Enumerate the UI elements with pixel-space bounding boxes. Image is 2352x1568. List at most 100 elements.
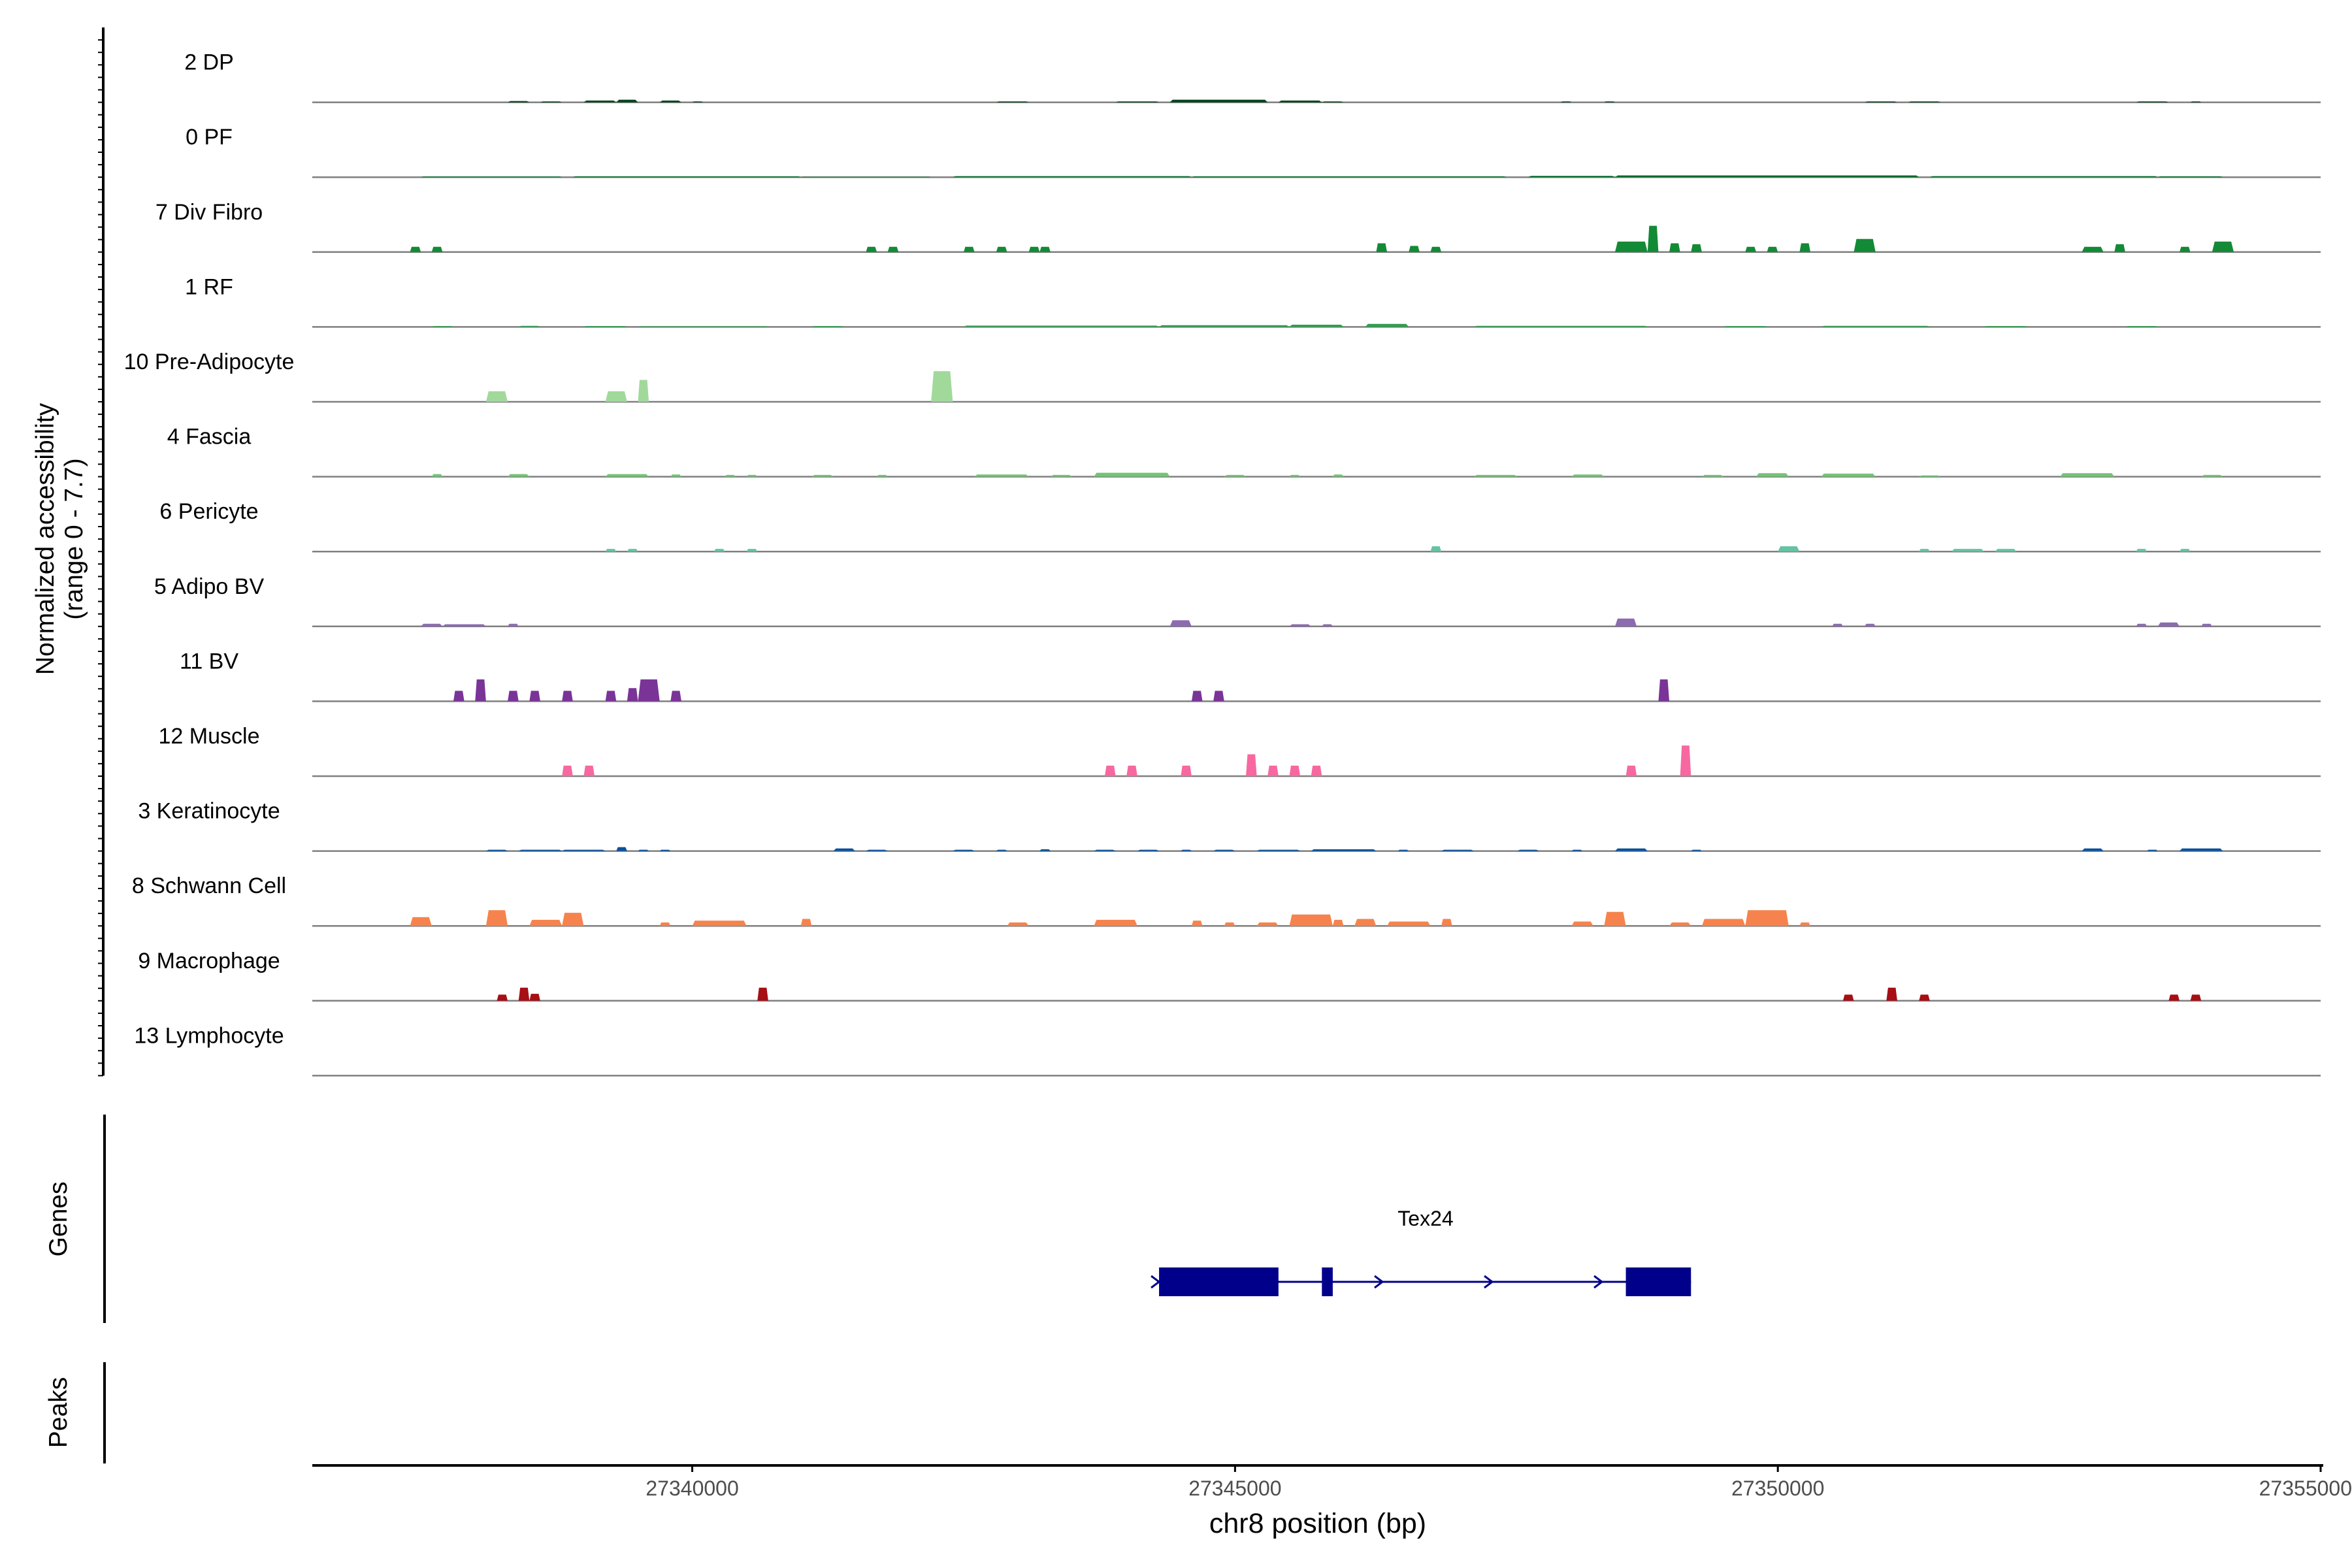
coverage-peak: [1387, 921, 1431, 926]
coverage-peak: [757, 987, 768, 1001]
track-label: 4 Fascia: [167, 425, 252, 449]
coverage-peak: [1169, 620, 1192, 627]
coverage-peak: [1984, 326, 2028, 327]
coverage-peak: [605, 549, 617, 552]
coverage-peak: [1995, 549, 2017, 552]
coverage-peak: [410, 917, 432, 926]
y-axis-label: Normalized accessibility (range 0 - 7.7): [31, 402, 88, 675]
strand-arrow-icon: [1151, 1275, 1161, 1289]
coverage-peak: [670, 691, 681, 702]
coverage-peak: [1191, 921, 1203, 926]
coverage-peak: [1224, 474, 1246, 477]
coverage-peak: [670, 474, 681, 477]
coverage-peak: [583, 100, 617, 103]
coverage-peak: [421, 623, 443, 627]
coverage-peak: [431, 246, 443, 252]
coverage-peak: [616, 847, 627, 851]
coverage-peak: [638, 380, 649, 402]
coverage-peak: [1289, 914, 1333, 926]
coverage-peak: [1365, 323, 1409, 327]
coverage-peak: [1256, 922, 1279, 926]
coverage-peak: [1007, 922, 1029, 926]
coverage-peak: [1181, 765, 1192, 776]
coverage-peak: [2212, 241, 2234, 252]
coverage-peak: [1289, 765, 1301, 776]
track-1-rf: 1 RF: [185, 274, 2321, 328]
coverage-peak: [1669, 243, 1680, 252]
strand-arrow-icon: [1484, 1275, 1494, 1289]
coverage-peak: [1701, 474, 1724, 477]
coverage-peak: [1669, 922, 1691, 926]
coverage-peak: [1137, 849, 1160, 851]
coverage-peak: [529, 994, 540, 1001]
coverage-peak: [1745, 910, 1789, 926]
coverage-peak: [2060, 473, 2115, 477]
coverage-peak: [1854, 238, 1876, 252]
coverage-peak: [1376, 243, 1388, 252]
track-4-fascia: 4 Fascia: [167, 425, 2321, 478]
coverage-peak: [1691, 244, 1702, 252]
x-tick-label: 27345000: [1188, 1477, 1281, 1500]
coverage-peak: [996, 101, 1029, 103]
coverage-peak: [638, 849, 649, 851]
coverage-peak: [2201, 474, 2223, 477]
track-2-dp: 2 DP: [184, 50, 2321, 103]
coverage-peak: [659, 922, 671, 926]
coverage-peak: [605, 691, 617, 702]
coverage-peak: [508, 474, 530, 477]
coverage-peak: [583, 326, 627, 327]
track-3-keratinocyte: 3 Keratinocyte: [138, 799, 2321, 852]
coverage-peak: [1908, 101, 1941, 103]
coverage-peak: [431, 474, 443, 477]
coverage-peak: [659, 100, 681, 103]
x-tick-label: 27350000: [1731, 1477, 1824, 1500]
coverage-peak: [866, 849, 888, 851]
coverage-peak: [410, 246, 421, 252]
coverage-peak: [953, 849, 975, 851]
coverage-peak: [562, 691, 573, 702]
coverage-peak: [442, 624, 486, 627]
coverage-peak: [1224, 922, 1235, 926]
y-axis-label-line1: Normalized accessibility: [31, 402, 59, 675]
coverage-peak: [1332, 474, 1344, 477]
coverage-peak: [1560, 101, 1572, 103]
coverage-peak: [833, 848, 855, 851]
coverage-peak: [1625, 765, 1637, 776]
coverage-peak: [485, 910, 508, 926]
coverage-peak: [1614, 241, 1648, 252]
coverage-peak: [1473, 325, 1648, 327]
coverage-peak: [2125, 326, 2158, 327]
coverage-peak: [746, 474, 758, 477]
coverage-peak: [1919, 475, 1941, 477]
strand-arrow-icon: [1374, 1275, 1384, 1289]
coverage-peak: [1115, 101, 1160, 103]
coverage-peak: [1050, 474, 1073, 477]
coverage-peak: [1159, 325, 1290, 327]
track-label: 13 Lymphocyte: [134, 1023, 284, 1048]
coverage-peak: [974, 474, 1029, 477]
coverage-peak: [1952, 549, 1984, 552]
coverage-peak: [1929, 176, 2158, 178]
coverage-peak: [1832, 623, 1843, 627]
coverage-peak: [1473, 474, 1518, 477]
coverage-peak: [562, 913, 584, 926]
coverage-peak: [1397, 849, 1409, 851]
coverage-peak: [508, 101, 530, 103]
coverage-peak: [1571, 921, 1593, 926]
coverage-peak: [1289, 624, 1311, 627]
coverage-peak: [811, 474, 834, 477]
gene-model: Tex24: [1151, 1207, 1691, 1296]
coverage-peak: [866, 246, 877, 252]
coverage-peak: [877, 474, 888, 477]
coverage-peak: [1039, 246, 1051, 252]
coverage-peak: [485, 391, 508, 402]
track-6-pericyte: 6 Pericyte: [159, 499, 2321, 553]
coverage-peak: [1181, 849, 1192, 851]
y-axis-label-line2: (range 0 - 7.7): [60, 458, 88, 619]
track-label: 5 Adipo BV: [154, 574, 265, 599]
coverage-peak: [1430, 246, 1442, 252]
coverage-peak: [2190, 101, 2202, 103]
track-12-muscle: 12 Muscle: [159, 724, 2321, 777]
coverage-peak: [692, 101, 704, 103]
